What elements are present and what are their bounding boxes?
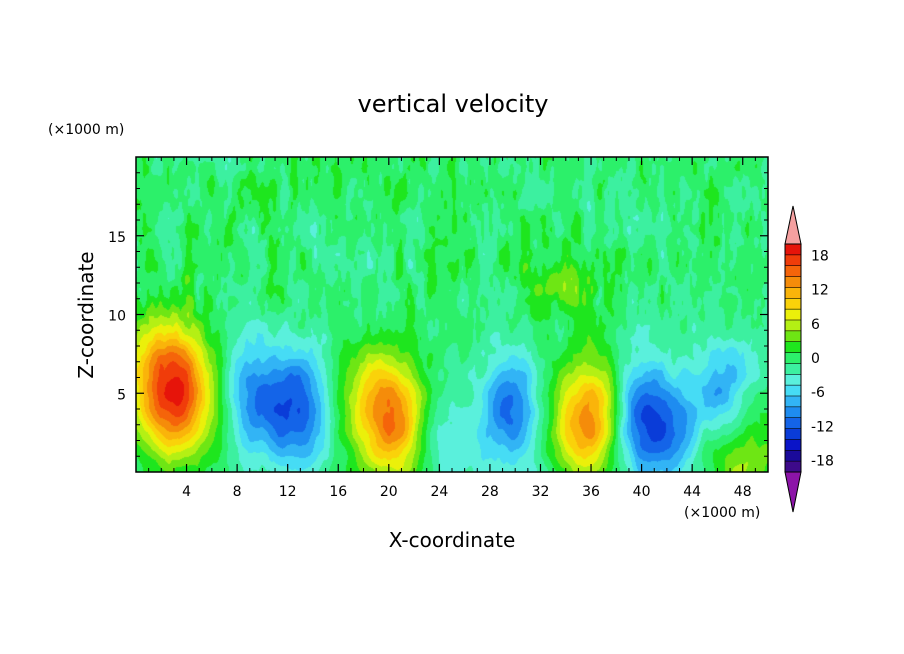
- contour-field: [136, 157, 768, 472]
- x-ticks: 4 8 12 16 20 24 28 32 36 40 44 48: [148, 157, 756, 500]
- y-axis-label: Z-coordinate: [74, 251, 98, 378]
- x-tick-label: 8: [233, 484, 242, 500]
- x-tick-label: 28: [481, 484, 499, 500]
- colorbar-segment: [785, 276, 801, 288]
- y-tick-label: 10: [108, 309, 126, 325]
- colorbar-tick-label: 18: [811, 248, 829, 264]
- y-tick-label: 5: [117, 387, 126, 403]
- colorbar-segment: [785, 450, 801, 462]
- colorbar-tick-label: 6: [811, 317, 820, 333]
- colorbar-segment: [785, 461, 801, 473]
- colorbar-segment: [785, 352, 801, 364]
- x-tick-label: 32: [532, 484, 550, 500]
- colorbar-segment: [785, 298, 801, 310]
- x-tick-label: 36: [582, 484, 600, 500]
- x-tick-label: 44: [683, 484, 701, 500]
- y-ticks: 5 10 15: [108, 172, 768, 457]
- colorbar-tick-label: -12: [811, 419, 834, 435]
- colorbar-segment: [785, 417, 801, 429]
- x-axis-label: X-coordinate: [389, 528, 516, 552]
- y-unit-label: (×1000 m): [48, 122, 124, 138]
- x-tick-label: 16: [329, 484, 347, 500]
- colorbar-under-arrow: [784, 471, 802, 513]
- colorbar-segment: [785, 244, 801, 256]
- colorbar: 18 12 6 0 -6 -12 -18: [784, 205, 834, 513]
- chart-title: vertical velocity: [358, 90, 549, 118]
- colorbar-segment: [785, 265, 801, 277]
- colorbar-segment: [785, 385, 801, 397]
- x-tick-label: 48: [734, 484, 752, 500]
- colorbar-segment: [785, 254, 801, 267]
- x-tick-label: 20: [380, 484, 398, 500]
- colorbar-tick-label: 12: [811, 283, 829, 299]
- colorbar-segment: [785, 287, 801, 299]
- y-tick-label: 15: [108, 230, 126, 246]
- colorbar-segment: [785, 309, 801, 321]
- colorbar-over-arrow: [784, 205, 802, 245]
- x-tick-label: 40: [633, 484, 651, 500]
- x-tick-label: 12: [279, 484, 297, 500]
- colorbar-segment: [785, 396, 801, 408]
- x-tick-label: 24: [430, 484, 448, 500]
- colorbar-tick-label: -6: [811, 385, 825, 401]
- colorbar-segment: [785, 428, 801, 440]
- colorbar-segment: [785, 439, 801, 451]
- colorbar-tick-label: 0: [811, 351, 820, 367]
- x-unit-label: (×1000 m): [684, 505, 760, 521]
- colorbar-segment: [785, 330, 801, 343]
- colorbar-segment: [785, 363, 801, 375]
- colorbar-segment: [785, 406, 801, 419]
- colorbar-segment: [785, 341, 801, 353]
- x-tick-label: 4: [182, 484, 191, 500]
- colorbar-segment: [785, 374, 801, 386]
- colorbar-tick-label: -18: [811, 454, 834, 470]
- colorbar-segment: [785, 320, 801, 332]
